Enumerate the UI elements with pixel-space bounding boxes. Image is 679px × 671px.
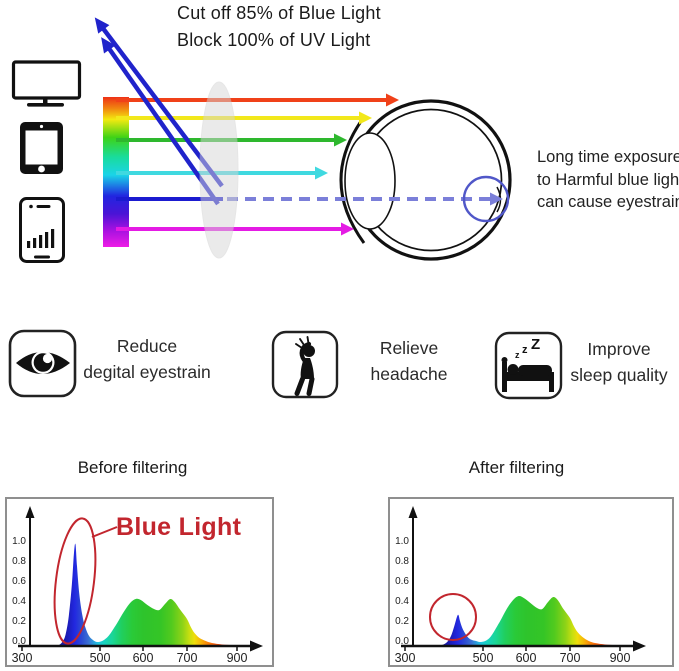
phone-home-bar — [34, 255, 50, 259]
blue-light-annotation-label: Blue Light — [116, 513, 242, 541]
eye-lens — [344, 132, 396, 230]
sleeper-head — [507, 364, 519, 375]
cyan-ray-arrowhead — [315, 166, 328, 180]
sleeper-body — [518, 365, 552, 376]
y-tick-label: 0.2 — [12, 616, 26, 627]
spectrum-curve — [53, 543, 243, 646]
eye-note: Long time exposure to Harmful blue light… — [537, 146, 679, 214]
y-axis-arrow — [25, 506, 35, 518]
y-tick-label: 0.0 — [395, 636, 409, 647]
headache-person — [300, 345, 315, 379]
monitor-base — [27, 103, 64, 107]
bed-shape — [501, 357, 554, 392]
x-axis-arrow — [633, 640, 646, 652]
x-tick-label: 700 — [177, 651, 198, 665]
x-tick-label: 700 — [560, 651, 581, 665]
eye-diagram — [339, 99, 512, 261]
magenta-ray-arrowhead — [341, 222, 354, 236]
blue-light-highlight-ellipse — [53, 517, 97, 645]
x-tick-label: 600 — [516, 651, 537, 665]
tablet-icon — [20, 122, 63, 174]
y-tick-label: 0.6 — [12, 576, 26, 587]
red-ray-arrowhead — [386, 93, 399, 107]
zzz-letter: z — [515, 350, 520, 360]
y-tick-label: 0.4 — [12, 596, 26, 607]
before-filtering-chart: 0.0 0.2 0.4 0.6 0.8 1.0 300 500 600 700 900 — [5, 497, 274, 667]
blue-light-highlight-circle — [429, 593, 477, 641]
annotation-leader-line — [91, 526, 118, 538]
blue-ray-filtered-dashed-arrowhead — [490, 192, 503, 206]
headline-cutoff-blue: Cut off 85% of Blue Light — [177, 3, 381, 23]
spectrum-curve — [436, 595, 625, 646]
phone-camera-dot — [29, 204, 33, 209]
x-tick-label: 300 — [12, 651, 33, 665]
tablet-home-button — [38, 165, 45, 173]
pain-marks — [295, 336, 310, 349]
phone-speaker — [36, 205, 51, 208]
y-axis-arrow — [408, 506, 418, 518]
eye-note-line: Long time exposure — [537, 148, 679, 166]
y-tick-label: 1.0 — [12, 536, 26, 547]
reflected-blue-arrowhead-0 — [94, 17, 110, 34]
y-tick-label: 1.0 — [395, 536, 409, 547]
y-tick-label: 0.8 — [12, 556, 26, 567]
reflected-blue-arrowhead-1 — [101, 37, 116, 54]
legs — [294, 376, 315, 396]
cornea — [339, 116, 366, 244]
x-tick-label: 900 — [227, 651, 248, 665]
tablet-camera-dot — [39, 124, 44, 129]
phone-screen-bars — [27, 229, 55, 248]
eye-note-line: can cause eyestrain — [537, 193, 679, 211]
monitor-icon — [11, 60, 82, 107]
x-tick-label: 500 — [473, 651, 494, 665]
y-tick-label: 0.2 — [395, 616, 409, 627]
y-tick-label: 0.0 — [12, 636, 26, 647]
before-chart-title: Before filtering — [77, 458, 188, 477]
headache-icon — [271, 330, 339, 399]
light-path-diagram — [11, 17, 512, 263]
green-ray-arrowhead — [334, 133, 347, 147]
zzz-letter: Z — [531, 336, 540, 353]
zzz-letter: z — [522, 344, 528, 356]
monitor-stand — [43, 98, 48, 103]
headline-block-uv: Block 100% of UV Light — [177, 30, 371, 50]
y-tick-label: 0.8 — [395, 556, 409, 567]
arm-to-head — [299, 341, 312, 363]
x-tick-label: 900 — [610, 651, 631, 665]
yellow-ray-arrowhead — [359, 111, 372, 125]
benefit-label-headache: Relieve headache — [370, 338, 448, 384]
x-tick-label: 500 — [90, 651, 111, 665]
smartphone-icon — [19, 197, 65, 263]
eye-highlight — [42, 353, 53, 364]
benefit-label-sleep: Improve sleep quality — [570, 339, 668, 385]
x-tick-label: 300 — [395, 651, 416, 665]
y-tick-label: 0.4 — [395, 596, 409, 607]
benefit-label-eyestrain: Reduce degital eyestrain — [83, 336, 211, 382]
retina-highlight-circle — [462, 175, 510, 223]
after-chart-plot: 0.0 0.2 0.4 0.6 0.8 1.0 300 500 600 700 900 — [395, 506, 646, 665]
sleep-icon: z z Z — [494, 331, 563, 400]
after-chart-title: After filtering — [468, 458, 565, 477]
x-tick-label: 600 — [133, 651, 154, 665]
y-tick-label: 0.6 — [395, 576, 409, 587]
after-filtering-chart: 0.0 0.2 0.4 0.6 0.8 1.0 300 500 600 700 900 — [388, 497, 674, 667]
eye-note-line: to Harmful blue light — [537, 170, 679, 189]
before-chart-plot: 0.0 0.2 0.4 0.6 0.8 1.0 300 500 600 700 900 — [12, 506, 263, 665]
x-axis-arrow — [250, 640, 263, 652]
glasses-lens — [199, 81, 239, 259]
eye-icon — [8, 329, 77, 398]
